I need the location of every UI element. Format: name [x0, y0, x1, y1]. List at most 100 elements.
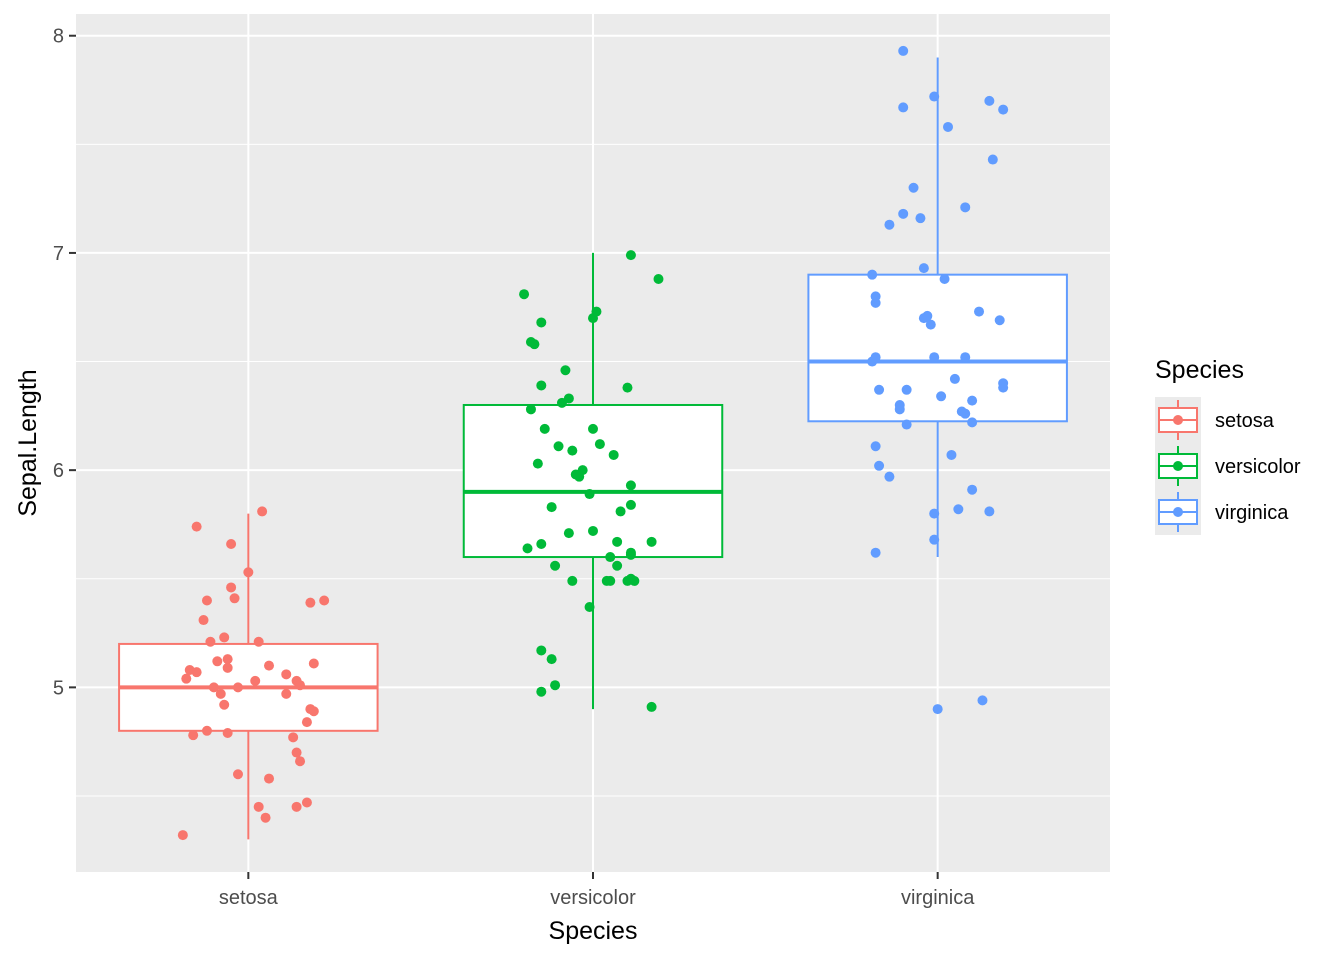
- data-point-virginica: [908, 182, 919, 193]
- points-layer: [177, 45, 1009, 841]
- legend-label: setosa: [1215, 410, 1275, 432]
- data-point-setosa: [295, 680, 306, 691]
- data-point-setosa: [198, 615, 209, 626]
- legend-label: virginica: [1215, 502, 1289, 524]
- data-point-setosa: [226, 582, 237, 593]
- data-point-setosa: [219, 632, 230, 643]
- data-point-virginica: [974, 306, 985, 317]
- data-point-versicolor: [594, 439, 605, 450]
- data-point-versicolor: [646, 536, 657, 547]
- data-point-versicolor: [532, 458, 543, 469]
- data-point-versicolor: [553, 441, 564, 452]
- data-point-setosa: [319, 595, 330, 606]
- data-point-virginica: [967, 484, 978, 495]
- data-point-versicolor: [539, 423, 550, 434]
- data-point-versicolor: [629, 575, 640, 586]
- data-point-virginica: [918, 263, 929, 274]
- y-tick-label: 5: [53, 677, 64, 699]
- x-tick-label: virginica: [901, 887, 975, 909]
- data-point-versicolor: [550, 560, 561, 571]
- data-point-virginica: [943, 121, 954, 132]
- data-point-virginica: [925, 319, 936, 330]
- data-point-setosa: [191, 521, 202, 532]
- data-point-virginica: [874, 460, 885, 471]
- data-point-setosa: [232, 682, 243, 693]
- legend-key-point: [1173, 415, 1183, 425]
- data-point-virginica: [967, 417, 978, 428]
- data-point-virginica: [898, 102, 909, 113]
- data-point-virginica: [894, 399, 905, 410]
- data-point-versicolor: [584, 489, 595, 500]
- data-point-setosa: [222, 654, 233, 665]
- data-point-versicolor: [536, 686, 547, 697]
- data-point-virginica: [960, 352, 971, 363]
- data-point-versicolor: [608, 449, 619, 460]
- legend-key-point: [1173, 461, 1183, 471]
- data-point-virginica: [901, 419, 912, 430]
- data-point-virginica: [967, 395, 978, 406]
- data-point-virginica: [922, 310, 933, 321]
- data-point-virginica: [898, 45, 909, 56]
- data-point-virginica: [977, 695, 988, 706]
- data-point-setosa: [260, 812, 271, 823]
- data-point-setosa: [291, 747, 302, 758]
- data-point-versicolor: [536, 317, 547, 328]
- data-point-versicolor: [525, 336, 536, 347]
- data-point-versicolor: [563, 393, 574, 404]
- data-point-virginica: [870, 441, 881, 452]
- data-point-setosa: [215, 688, 226, 699]
- data-point-setosa: [305, 704, 316, 715]
- data-point-versicolor: [563, 528, 574, 539]
- data-point-virginica: [898, 208, 909, 219]
- data-point-setosa: [291, 801, 302, 812]
- data-point-versicolor: [612, 536, 623, 547]
- axes-layer: 5 6 7 8 setosa versicolor virginica: [53, 26, 975, 909]
- data-point-versicolor: [605, 575, 616, 586]
- data-point-versicolor: [536, 645, 547, 656]
- box-setosa: [118, 513, 379, 840]
- data-point-virginica: [936, 391, 947, 402]
- data-point-virginica: [946, 449, 957, 460]
- data-point-versicolor: [522, 543, 533, 554]
- data-point-setosa: [212, 656, 223, 667]
- x-axis-title: Species: [549, 917, 638, 945]
- y-tick-label: 7: [53, 243, 64, 265]
- data-point-setosa: [253, 801, 264, 812]
- data-point-virginica: [998, 378, 1009, 389]
- data-point-virginica: [929, 91, 940, 102]
- data-point-virginica: [870, 352, 881, 363]
- data-point-setosa: [288, 732, 299, 743]
- legend: Species setosa versicolor virginica: [1155, 356, 1301, 535]
- data-point-virginica: [939, 274, 950, 285]
- y-tick-label: 8: [53, 26, 64, 48]
- data-point-versicolor: [536, 539, 547, 550]
- data-point-versicolor: [584, 601, 595, 612]
- data-point-versicolor: [591, 306, 602, 317]
- data-point-setosa: [184, 664, 195, 675]
- data-point-versicolor: [567, 575, 578, 586]
- data-point-versicolor: [625, 480, 636, 491]
- data-point-virginica: [870, 547, 881, 558]
- data-point-versicolor: [567, 445, 578, 456]
- data-point-virginica: [929, 352, 940, 363]
- data-point-versicolor: [577, 465, 588, 476]
- data-point-virginica: [960, 408, 971, 419]
- data-point-setosa: [281, 669, 292, 680]
- data-point-virginica: [929, 534, 940, 545]
- legend-item-versicolor: versicolor: [1155, 443, 1301, 489]
- data-point-versicolor: [625, 547, 636, 558]
- data-point-versicolor: [550, 680, 561, 691]
- data-point-setosa: [301, 797, 312, 808]
- legend-title: Species: [1155, 356, 1244, 384]
- data-point-setosa: [208, 682, 219, 693]
- data-point-virginica: [984, 506, 995, 517]
- data-point-versicolor: [612, 560, 623, 571]
- data-point-setosa: [181, 673, 192, 684]
- data-point-virginica: [953, 504, 964, 515]
- data-point-setosa: [281, 688, 292, 699]
- data-point-setosa: [264, 660, 275, 671]
- data-point-setosa: [308, 658, 319, 669]
- data-point-versicolor: [525, 404, 536, 415]
- x-tick-label: versicolor: [550, 887, 636, 909]
- legend-item-setosa: setosa: [1155, 397, 1275, 443]
